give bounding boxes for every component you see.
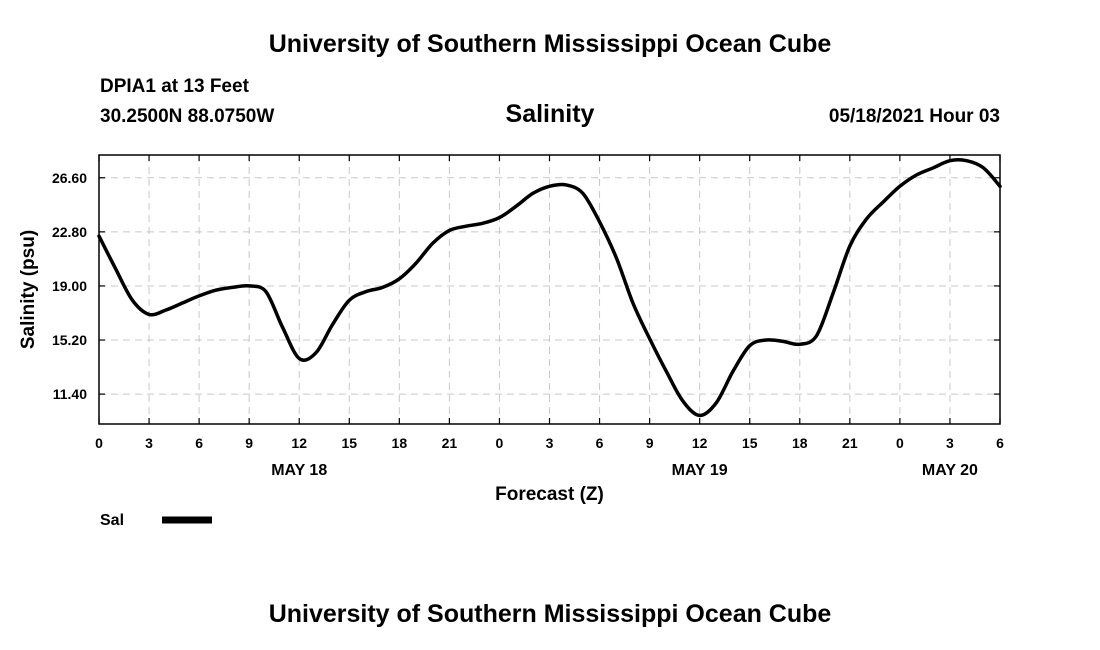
x-tick-label: 0 (896, 435, 904, 451)
y-tick-label: 22.80 (52, 224, 87, 240)
x-tick-label: 6 (596, 435, 604, 451)
x-tick-label: 15 (341, 435, 357, 451)
chart-title: Salinity (505, 100, 595, 128)
day-label: MAY 20 (922, 462, 978, 479)
day-label: MAY 18 (271, 462, 327, 479)
x-tick-label: 3 (145, 435, 153, 451)
x-tick-label: 3 (946, 435, 954, 451)
x-tick-label: 9 (646, 435, 654, 451)
day-label: MAY 19 (672, 462, 728, 479)
page-title-bottom: University of Southern Mississippi Ocean… (268, 600, 832, 628)
x-tick-label: 21 (842, 435, 858, 451)
x-tick-label: 15 (742, 435, 758, 451)
legend-label: Sal (100, 512, 124, 529)
x-tick-label: 6 (195, 435, 203, 451)
coordinates-label: 30.2500N 88.0750W (100, 106, 275, 127)
x-tick-label: 12 (692, 435, 708, 451)
station-label: DPIA1 at 13 Feet (100, 76, 249, 97)
y-tick-label: 15.20 (52, 332, 87, 348)
day-labels: MAY 18 MAY 19 MAY 20 (271, 462, 978, 479)
x-tick-label: 18 (392, 435, 408, 451)
x-tick-label: 3 (546, 435, 554, 451)
plot-frame (98, 154, 1001, 425)
x-tick-label: 6 (996, 435, 1004, 451)
x-tick-label: 0 (95, 435, 103, 451)
y-tick-label: 11.40 (53, 386, 87, 402)
x-tick-label: 0 (496, 435, 504, 451)
y-tick-label: 26.60 (52, 170, 87, 186)
x-tick-labels: 0 3 6 9 12 15 18 21 0 3 6 9 12 15 18 21 0 3 6 (95, 435, 1004, 451)
page-title-top: University of Southern Mississippi Ocean… (268, 30, 832, 58)
y-tick-labels: 11.40 15.20 19.00 22.80 26.60 (52, 170, 87, 402)
grid-lines (99, 155, 1000, 424)
x-tick-label: 9 (245, 435, 253, 451)
x-tick-label: 18 (792, 435, 808, 451)
y-axis-label: Salinity (psu) (18, 230, 39, 349)
y-tick-label: 19.00 (52, 278, 87, 294)
x-axis-label: Forecast (Z) (495, 484, 604, 505)
datetime-label: 05/18/2021 Hour 03 (828, 106, 1000, 127)
x-tick-label: 12 (291, 435, 307, 451)
x-tick-label: 21 (442, 435, 458, 451)
series-line-sal (97, 158, 1002, 418)
